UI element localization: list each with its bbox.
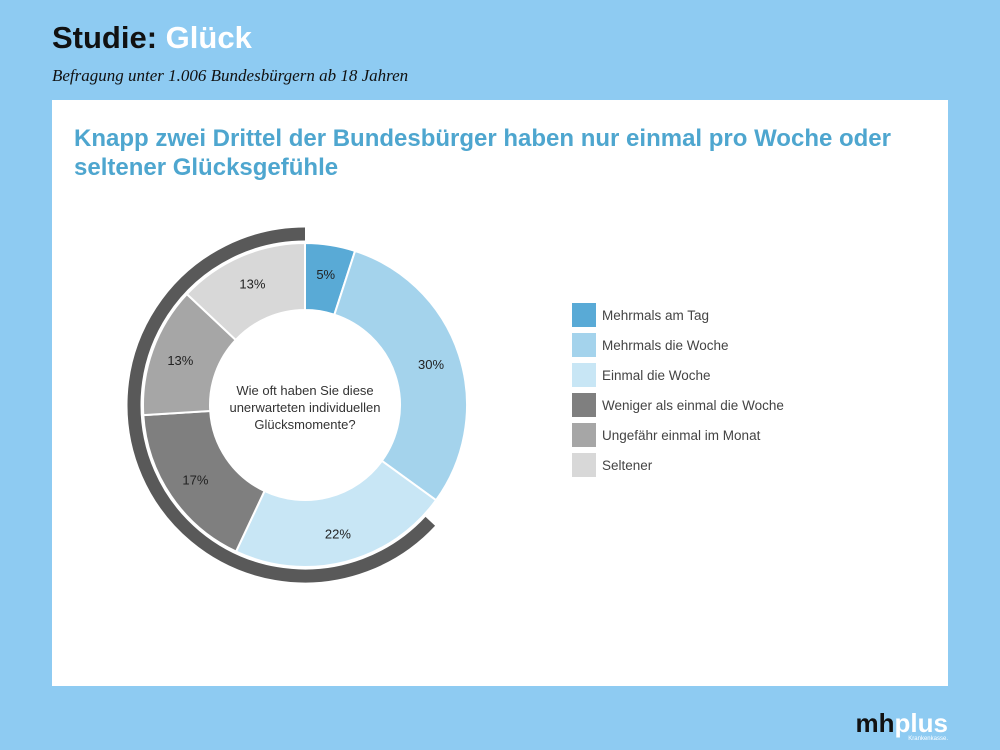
donut-chart: 5% 30% 22% 17% 13% 13% Wie oft haben Sie diese… [127, 227, 468, 583]
legend-swatch [572, 393, 596, 417]
slice-value-label: 13% [239, 276, 265, 291]
slice-value-label: 5% [316, 267, 335, 282]
donut-slice-einmal-die-woche [234, 459, 438, 568]
slice-value-label: 17% [182, 472, 208, 487]
legend-swatch [572, 363, 596, 387]
legend-label: Mehrmals am Tag [602, 308, 710, 323]
logo-subtext: Krankenkasse. [908, 736, 948, 742]
donut-slice-mehrmals-die-woche [333, 249, 468, 502]
legend-label: Seltener [602, 458, 653, 473]
donut-slice-seltener [185, 241, 306, 342]
legend-swatch [572, 423, 596, 447]
slice-value-label: 22% [325, 526, 351, 541]
donut-center-text: Wie oft haben Sie diese [236, 383, 373, 398]
donut-center-text: Glücksmomente? [254, 417, 355, 432]
legend-item-mehrmals-am-tag: Mehrmals am Tag [572, 303, 872, 327]
page-title: Studie: Glück [52, 20, 252, 56]
chart-legend: Mehrmals am Tag Mehrmals die Woche Einmal … [572, 303, 872, 483]
chart-panel: Knapp zwei Drittel der Bundesbürger habe… [52, 100, 948, 686]
legend-label: Ungefähr einmal im Monat [602, 428, 761, 443]
legend-label: Weniger als einmal die Woche [602, 398, 784, 413]
page-subtitle: Befragung unter 1.006 Bundesbürgern ab 1… [52, 66, 409, 85]
legend-item-seltener: Seltener [572, 453, 872, 477]
legend-swatch [572, 333, 596, 357]
donut-center-text: unerwarteten individuellen [229, 400, 380, 415]
legend-label: Mehrmals die Woche [602, 338, 729, 353]
legend-item-ungef-hr-einmal-im-monat: Ungefähr einmal im Monat [572, 423, 872, 447]
chart-title: Knapp zwei Drittel der Bundesbürger habe… [74, 125, 891, 181]
legend-swatch [572, 303, 596, 327]
logo-plus: plus [894, 708, 948, 738]
legend-swatch [572, 453, 596, 477]
highlight-arc [127, 227, 436, 583]
legend-item-mehrmals-die-woche: Mehrmals die Woche [572, 333, 872, 357]
legend-item-einmal-die-woche: Einmal die Woche [572, 363, 872, 387]
title-accent: Glück [165, 20, 252, 55]
logo-mh: mh [855, 708, 895, 738]
slice-value-label: 13% [167, 353, 193, 368]
legend-item-weniger-als-einmal-die-woche: Weniger als einmal die Woche [572, 393, 872, 417]
legend-label: Einmal die Woche [602, 368, 711, 383]
title-prefix: Studie: [52, 20, 166, 55]
slice-value-label: 30% [418, 357, 444, 372]
mhplus-logo: mhplus [856, 710, 948, 736]
